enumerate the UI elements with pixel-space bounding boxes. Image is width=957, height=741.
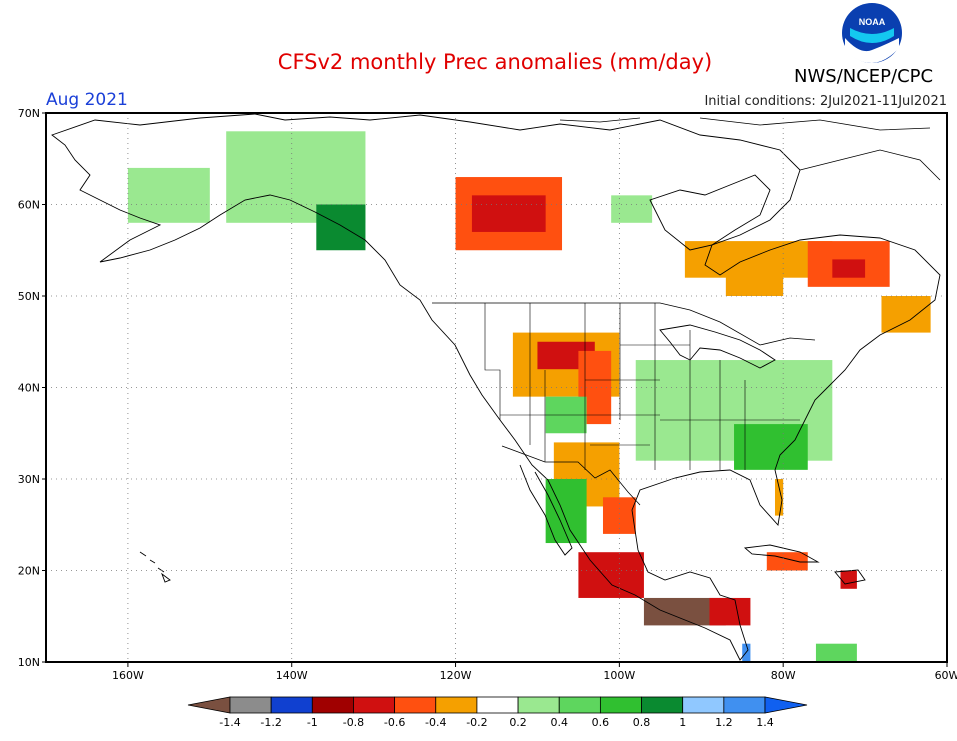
colorbar-swatch	[394, 696, 437, 714]
colorbar-label: 1.4	[756, 716, 774, 729]
colorbar-label: 0.2	[509, 716, 527, 729]
colorbar-swatch	[270, 696, 313, 714]
colorbar-swatch	[599, 696, 642, 714]
y-tick-label: 20N	[18, 565, 40, 578]
colorbar-label: 0.4	[550, 716, 568, 729]
colorbar-high-arrow	[764, 696, 808, 714]
great-lakes-outline	[659, 324, 776, 369]
baja-california-outline	[519, 464, 573, 556]
colorbar-swatch	[723, 696, 766, 714]
us-canada-border	[432, 302, 816, 346]
y-tick-label: 60N	[18, 199, 40, 212]
x-tick-label: 120W	[440, 669, 472, 682]
anomaly-cells	[127, 131, 931, 662]
anomaly-cell-11	[881, 296, 931, 333]
colorbar-swatch	[229, 696, 272, 714]
anomaly-cell-25	[766, 552, 808, 571]
colorbar-swatch	[682, 696, 725, 714]
colorbar-label: -1	[307, 716, 318, 729]
anomaly-cell-3	[316, 204, 366, 251]
noaa-logo-text: NOAA	[859, 17, 886, 27]
colorbar-swatch	[476, 696, 519, 714]
colorbar-swatch	[558, 696, 601, 714]
chart-title: CFSv2 monthly Prec anomalies (mm/day)	[277, 50, 713, 74]
anomaly-cell-18	[734, 424, 808, 470]
arctic-islands-outline	[559, 117, 941, 181]
colorbar-label: 0.8	[633, 716, 651, 729]
anomaly-cell-21	[578, 552, 644, 598]
state-lines	[484, 303, 800, 470]
colorbar-label: 1	[679, 716, 686, 729]
coastlines	[51, 113, 941, 661]
hudson-bay-outline	[649, 174, 771, 251]
noaa-logo: NOAA	[842, 3, 902, 63]
noaa-logo-wave	[850, 28, 894, 43]
colorbar-label: -0.8	[343, 716, 364, 729]
colorbar-swatch	[311, 696, 354, 714]
colorbar-swatch	[641, 696, 684, 714]
cuba-outline	[743, 544, 820, 563]
colorbar-swatch	[353, 696, 396, 714]
colorbar-label: -0.6	[384, 716, 405, 729]
x-tick-label: 60W	[935, 669, 957, 682]
x-tick-label: 80W	[771, 669, 796, 682]
anomaly-cell-28	[815, 643, 857, 662]
colorbar-label: -0.4	[425, 716, 446, 729]
colorbar-swatch	[435, 696, 478, 714]
anomaly-cell-27	[742, 643, 751, 662]
colorbar: -1.4 -1.2 -1 -0.8 -0.6 -0.4 -0.2 0.2 0.4 0.6 0.8 1 1…	[187, 696, 808, 729]
anomaly-cell-24	[709, 597, 751, 626]
colorbar-label: -1.2	[260, 716, 281, 729]
y-tick-label: 50N	[18, 290, 40, 303]
hispaniola-outline	[834, 569, 866, 585]
organization-label: NWS/NCEP/CPC	[794, 66, 934, 87]
anomaly-cell-5	[471, 195, 546, 232]
anomaly-cell-2	[127, 167, 210, 223]
y-axis-ticks: 10N 20N 30N 40N 50N 60N 70N	[18, 107, 46, 669]
anomaly-cell-26	[840, 570, 857, 589]
hawaii-outline	[139, 551, 171, 583]
y-tick-label: 40N	[18, 382, 40, 395]
colorbar-label: -1.4	[219, 716, 240, 729]
anomaly-cell-19	[774, 479, 784, 516]
colorbar-label: -0.2	[466, 716, 487, 729]
x-tick-label: 100W	[603, 669, 635, 682]
initial-conditions-label: Initial conditions: 2Jul2021-11Jul2021	[704, 94, 947, 109]
x-tick-label: 140W	[276, 669, 308, 682]
noaa-logo-bird	[845, 38, 899, 63]
anomaly-cell-10	[832, 259, 866, 278]
x-axis-ticks: 160W 140W 120W 100W 80W 60W	[112, 662, 957, 682]
colorbar-label: 0.6	[592, 716, 610, 729]
anomaly-cell-8	[725, 268, 784, 296]
colorbar-label: 1.2	[715, 716, 733, 729]
anomaly-cell-6	[611, 195, 653, 223]
y-tick-label: 30N	[18, 473, 40, 486]
colorbar-swatch	[517, 696, 560, 714]
colorbar-low-arrow	[187, 696, 231, 714]
x-tick-label: 160W	[112, 669, 144, 682]
y-tick-label: 10N	[18, 656, 40, 669]
forecast-month-label: Aug 2021	[46, 90, 128, 110]
y-tick-label: 70N	[18, 107, 40, 120]
